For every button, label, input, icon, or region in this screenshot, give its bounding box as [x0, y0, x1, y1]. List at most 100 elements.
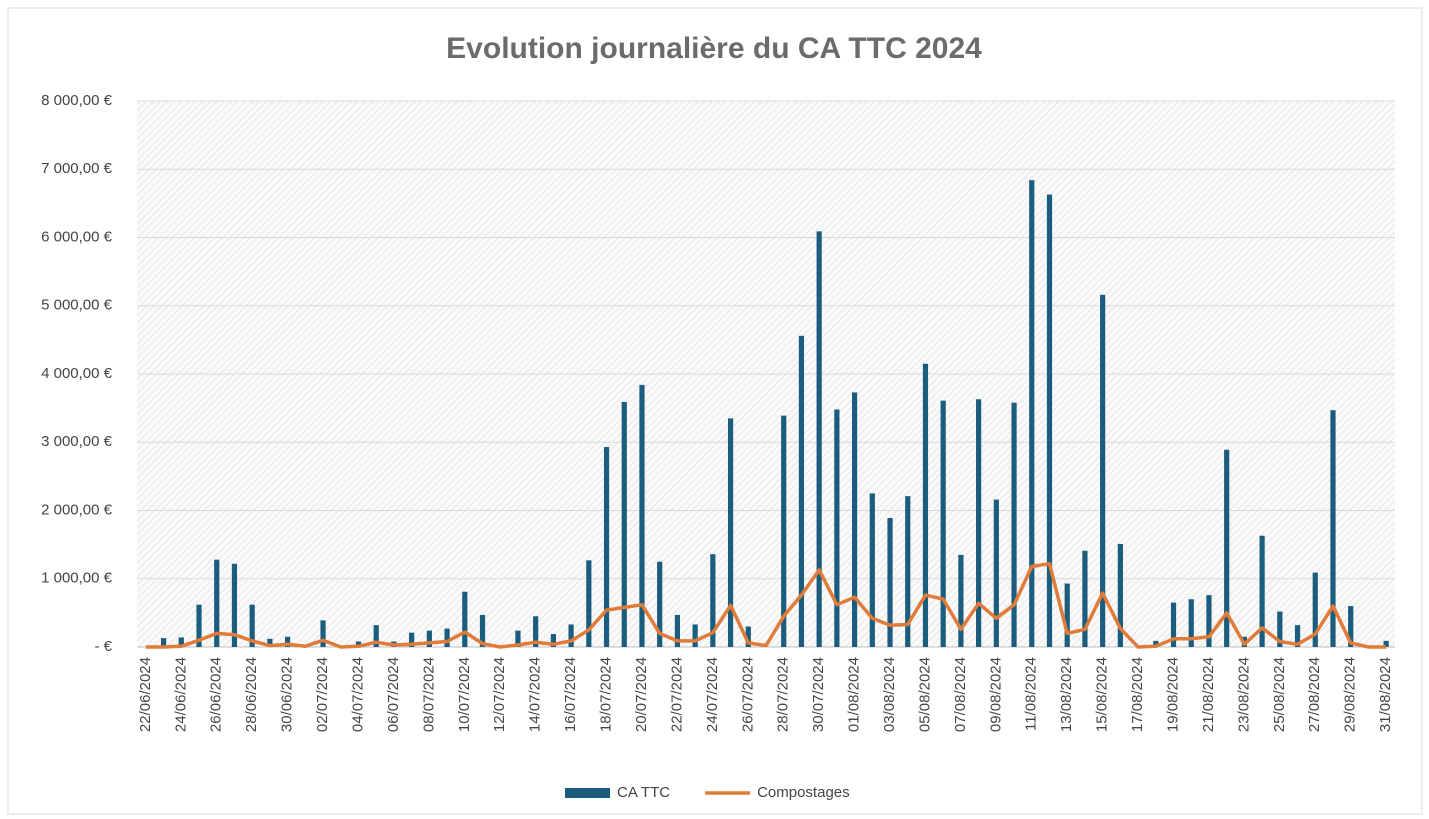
bar — [727, 418, 734, 647]
bar — [639, 384, 645, 647]
bar — [444, 628, 450, 647]
bar — [1294, 625, 1301, 647]
bar — [196, 604, 202, 647]
x-tick-label: 16/07/2024 — [562, 657, 579, 732]
x-tick-label: 07/08/2024 — [952, 657, 969, 732]
bar — [1029, 180, 1035, 648]
bar — [373, 625, 379, 647]
x-tick-label: 22/07/2024 — [668, 657, 685, 732]
x-tick-label: 14/07/2024 — [527, 657, 544, 732]
bar — [355, 641, 362, 647]
x-tick-label: 04/07/2024 — [349, 657, 366, 732]
bar — [1383, 640, 1389, 647]
bar — [1206, 595, 1212, 647]
x-tick-label: 26/06/2024 — [208, 657, 225, 732]
x-tick-label: 01/08/2024 — [846, 657, 863, 732]
x-tick-label: 12/07/2024 — [491, 657, 508, 732]
bar — [940, 400, 946, 647]
bar — [249, 604, 255, 647]
y-tick-label: 7 000,00 € — [41, 160, 113, 177]
x-tick-label: 03/08/2024 — [881, 657, 898, 732]
bar — [1312, 572, 1318, 647]
bar — [657, 561, 663, 647]
bar — [1277, 611, 1283, 647]
bar — [1011, 402, 1017, 647]
x-tick-label: 13/08/2024 — [1058, 657, 1075, 732]
x-tick-label: 15/08/2024 — [1094, 657, 1111, 732]
legend-label: CA TTC — [617, 784, 670, 801]
bar — [834, 409, 840, 647]
bar — [976, 399, 982, 647]
bar — [231, 563, 238, 647]
bar — [958, 554, 964, 647]
bar — [851, 392, 858, 647]
y-tick-label: 1 000,00 € — [41, 570, 113, 587]
x-tick-label: 24/06/2024 — [172, 657, 189, 732]
bar — [1188, 599, 1194, 647]
bar — [1082, 550, 1088, 647]
bar — [1170, 602, 1177, 647]
bar — [1153, 640, 1159, 647]
x-tick-label: 28/07/2024 — [775, 657, 792, 732]
x-tick-label: 27/08/2024 — [1306, 657, 1323, 732]
bar — [214, 559, 220, 647]
bar — [1100, 294, 1106, 647]
bar — [160, 638, 167, 647]
y-tick-label: 5 000,00 € — [41, 297, 113, 314]
y-tick-label: 6 000,00 € — [41, 228, 113, 245]
bar — [1117, 543, 1123, 647]
bar — [586, 560, 592, 647]
x-tick-label: 25/08/2024 — [1271, 657, 1288, 732]
bar — [603, 447, 610, 647]
x-tick-label: 05/08/2024 — [916, 657, 933, 732]
bar — [1064, 583, 1070, 647]
chart-title: Evolution journalière du CA TTC 2024 — [446, 32, 982, 65]
bar — [515, 630, 521, 647]
x-tick-label: 28/06/2024 — [243, 657, 260, 732]
bar — [1224, 449, 1230, 647]
x-tick-label: 08/07/2024 — [420, 657, 437, 732]
legend-label: Compostages — [757, 784, 850, 801]
y-tick-label: 4 000,00 € — [41, 365, 113, 382]
x-tick-label: 26/07/2024 — [739, 657, 756, 732]
bar — [710, 554, 716, 647]
bar — [798, 335, 805, 647]
bar — [568, 624, 574, 647]
bar — [178, 637, 184, 647]
bar — [479, 614, 486, 647]
bar — [993, 499, 999, 647]
bar — [887, 518, 893, 647]
bar — [320, 620, 326, 647]
x-tick-label: 21/08/2024 — [1200, 657, 1217, 732]
x-tick-label: 19/08/2024 — [1164, 657, 1181, 732]
x-tick-label: 23/08/2024 — [1235, 657, 1252, 732]
bar — [674, 614, 681, 647]
bar — [692, 624, 698, 647]
x-tick-label: 10/07/2024 — [456, 657, 473, 732]
bar — [869, 493, 875, 647]
x-tick-label: 30/06/2024 — [279, 657, 296, 732]
x-tick-label: 02/07/2024 — [314, 657, 331, 732]
bar — [1046, 194, 1053, 647]
bar — [267, 638, 273, 647]
bar — [1330, 410, 1336, 647]
y-tick-label: 3 000,00 € — [41, 433, 113, 450]
x-tick-label: 06/07/2024 — [385, 657, 402, 732]
y-tick-label: - € — [94, 638, 112, 655]
x-tick-label: 22/06/2024 — [137, 657, 154, 732]
bar — [285, 636, 291, 647]
x-tick-label: 09/08/2024 — [987, 657, 1004, 732]
x-tick-label: 17/08/2024 — [1129, 657, 1146, 732]
bar — [816, 231, 822, 648]
bar — [409, 632, 415, 647]
bar — [462, 591, 468, 647]
bar — [1348, 606, 1354, 647]
x-tick-label: 24/07/2024 — [704, 657, 721, 732]
bar — [426, 630, 432, 647]
line — [145, 561, 1387, 649]
x-tick-label: 18/07/2024 — [598, 657, 615, 732]
y-tick-label: 2 000,00 € — [41, 501, 113, 518]
y-tick-label: 8 000,00 € — [41, 92, 113, 109]
bar — [781, 415, 787, 647]
